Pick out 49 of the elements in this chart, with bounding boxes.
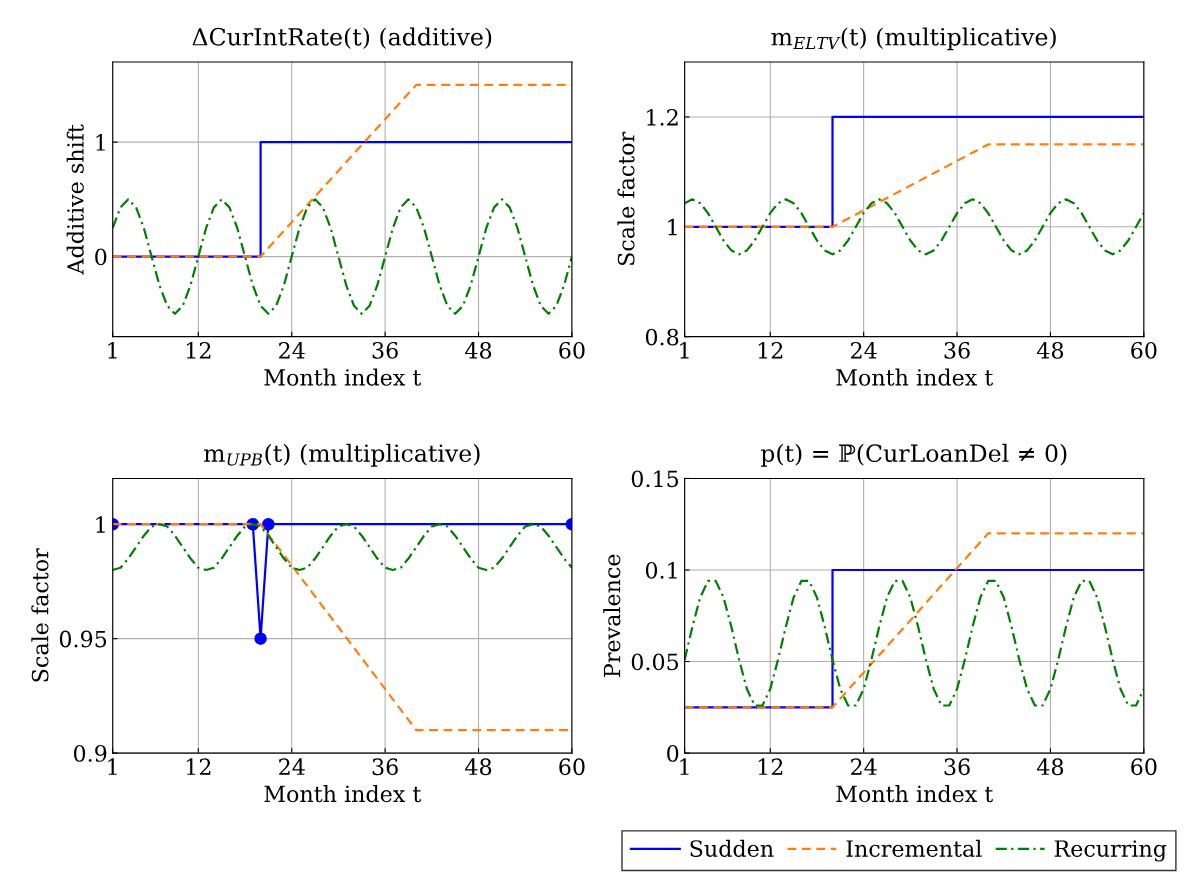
y-tick-label: 1: [96, 516, 105, 533]
y-tick-label: 0.8: [645, 328, 679, 346]
y-tick-label: 0.05: [631, 653, 679, 671]
chart-title: p(t) = ℙ(CurLoanDel ≠ 0): [760, 443, 1067, 467]
x-tick-label: 12: [186, 758, 211, 775]
x-tick-label: 24: [851, 341, 877, 359]
x-tick-label: 48: [1036, 758, 1064, 776]
x-tick-label: 60: [1131, 758, 1157, 776]
x-tick-label: 24: [851, 758, 877, 775]
y-tick-label: 0.15: [631, 470, 679, 488]
y-tick-label: 1: [668, 218, 677, 236]
x-tick-label: 24: [279, 341, 305, 359]
y-tick-label: 0.1: [645, 561, 677, 579]
line-series: [112, 198, 572, 315]
x-tick-label: 36: [944, 341, 970, 359]
x-tick-label: 48: [1036, 341, 1064, 359]
y-tick-label: 1: [96, 134, 105, 151]
x-tick-label: 36: [944, 758, 970, 776]
x-axis-title: Month index t: [836, 785, 994, 803]
y-tick-label: 0.95: [59, 630, 107, 648]
x-tick-label: 36: [372, 341, 398, 359]
x-tick-label: 12: [758, 341, 783, 359]
legend-label: Incremental: [846, 839, 982, 857]
y-tick-label: 0.9: [73, 745, 107, 762]
x-tick-label: 60: [559, 758, 585, 776]
x-tick-label: 48: [465, 758, 492, 776]
chart-title: m$_{ELTV}$(t) (multiplicative): [771, 27, 1056, 51]
x-axis-title: Month index t: [264, 785, 422, 803]
x-tick-label: 60: [1131, 341, 1157, 359]
x-axis-title: Month index t: [836, 368, 994, 386]
y-tick-label: 1.2: [647, 108, 678, 126]
x-tick-label: 36: [372, 758, 398, 776]
y-tick-label: 0: [667, 745, 679, 762]
x-tick-label: 60: [559, 341, 585, 359]
y-axis-title: Prevalence: [603, 554, 621, 677]
chart-title: m$_{UPB}$(t) (multiplicative): [203, 443, 480, 467]
line-series: [684, 198, 1144, 256]
legend-label: Sudden: [690, 839, 774, 857]
x-tick-label: 12: [758, 758, 783, 775]
x-tick-label: 12: [186, 341, 211, 359]
y-axis-title: Scale factor: [31, 548, 49, 682]
x-tick-label: 48: [465, 341, 492, 359]
x-tick-label: 24: [279, 758, 305, 775]
y-axis-title: Scale factor: [617, 131, 635, 266]
legend-label: Recurring: [1054, 840, 1167, 862]
y-tick-label: 0: [95, 248, 107, 266]
y-axis-title: Additive shift: [66, 124, 84, 275]
x-axis-title: Month index t: [264, 368, 422, 386]
chart-title: ΔCurIntRate(t) (additive): [192, 27, 492, 50]
